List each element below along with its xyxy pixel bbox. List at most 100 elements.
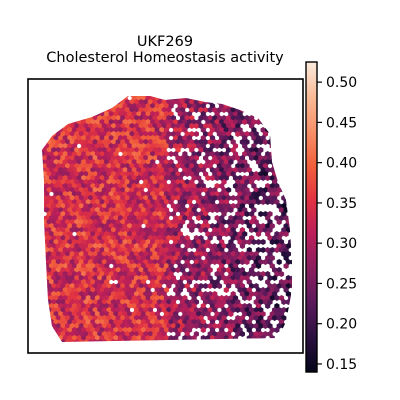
tissue-spot	[104, 287, 110, 293]
tissue-spot	[88, 259, 94, 265]
tissue-spot	[67, 263, 73, 269]
tissue-spot	[216, 283, 222, 289]
tissue-spot	[180, 315, 186, 321]
tissue-spot	[46, 203, 52, 209]
tissue-spot	[99, 311, 105, 317]
tissue-spot	[154, 135, 160, 141]
tissue-spot	[134, 227, 140, 233]
tissue-spot	[65, 275, 71, 281]
tissue-spot	[94, 303, 101, 309]
tissue-spot	[46, 235, 52, 241]
tissue-spot	[42, 319, 45, 325]
tissue-spot	[290, 195, 292, 201]
tissue-spot	[99, 135, 105, 141]
tissue-spot	[242, 199, 248, 205]
tissue-spot	[62, 215, 68, 221]
tissue-spot	[159, 127, 165, 133]
tissue-spot	[203, 251, 209, 257]
tissue-spot	[152, 131, 158, 137]
tissue-spot	[143, 259, 149, 265]
tissue-spot	[129, 179, 135, 185]
tissue-spot	[55, 107, 61, 113]
tissue-spot	[111, 315, 117, 321]
tissue-spot	[138, 203, 144, 209]
tissue-spot	[269, 167, 275, 173]
tissue-spot	[117, 287, 124, 293]
tissue-spot	[228, 215, 234, 221]
tissue-spot	[136, 247, 142, 253]
tissue-spot	[226, 123, 232, 129]
tissue-spot	[235, 131, 241, 137]
tissue-spot	[46, 131, 52, 137]
tissue-spot	[226, 203, 232, 209]
tissue-spot	[269, 263, 275, 269]
tissue-spot	[278, 247, 285, 253]
tissue-spot	[129, 275, 135, 281]
tissue-spot	[207, 275, 213, 281]
tissue-spot	[209, 255, 216, 261]
tissue-spot	[51, 219, 57, 225]
tissue-spot	[207, 123, 213, 129]
tissue-spot	[249, 219, 255, 225]
tissue-spot	[244, 187, 250, 193]
tissue-spot	[101, 251, 107, 257]
tissue-spot	[193, 187, 199, 193]
tissue-spot	[122, 287, 128, 293]
tissue-spot	[237, 215, 243, 221]
tissue-spot	[106, 147, 112, 153]
tissue-spot	[88, 123, 94, 129]
tissue-spot	[230, 227, 236, 233]
tissue-spot	[48, 223, 55, 229]
tissue-spot	[163, 263, 170, 269]
tissue-spot	[228, 207, 234, 213]
tissue-spot	[290, 179, 292, 185]
tissue-spot	[53, 231, 59, 237]
tissue-spot	[60, 139, 66, 145]
tissue-spot	[157, 179, 163, 185]
tissue-spot	[44, 119, 50, 125]
tissue-spot	[173, 167, 179, 173]
tissue-spot	[290, 147, 292, 153]
tissue-spot	[117, 231, 124, 237]
tissue-spot	[101, 187, 107, 193]
tissue-spot	[219, 319, 225, 325]
tissue-spot	[230, 107, 236, 113]
tissue-spot	[115, 195, 121, 201]
tissue-spot	[228, 279, 234, 285]
tissue-spot	[278, 335, 285, 341]
tissue-spot	[124, 235, 130, 241]
tissue-spot	[111, 107, 117, 113]
tissue-spot	[115, 299, 121, 305]
tissue-spot	[140, 303, 147, 309]
tissue-spot	[255, 175, 262, 181]
tissue-spot	[207, 331, 213, 337]
tissue-spot	[127, 279, 133, 285]
tissue-spot	[182, 327, 188, 333]
tissue-spot	[51, 235, 57, 241]
tissue-spot	[221, 203, 227, 209]
tissue-spot	[198, 267, 204, 273]
tissue-spot	[143, 179, 149, 185]
tissue-spot	[244, 323, 250, 329]
tissue-spot	[90, 135, 96, 141]
tissue-spot	[189, 163, 195, 169]
tissue-spot	[60, 155, 66, 161]
tissue-spots	[42, 96, 292, 342]
tissue-spot	[163, 327, 170, 333]
tissue-spot	[255, 263, 262, 269]
tissue-spot	[173, 335, 179, 341]
tissue-spot	[136, 135, 142, 141]
tissue-spot	[265, 183, 271, 189]
tissue-spot	[193, 275, 199, 281]
tissue-spot	[92, 307, 98, 313]
tissue-spot	[145, 96, 151, 101]
tissue-spot	[122, 295, 128, 301]
tissue-spot	[101, 235, 107, 241]
tissue-spot	[186, 271, 193, 277]
tissue-spot	[55, 299, 61, 305]
tissue-spot	[53, 159, 59, 165]
tissue-spot	[106, 155, 112, 161]
tissue-spot	[182, 119, 188, 125]
tissue-spot	[127, 103, 133, 109]
tissue-spot	[90, 263, 96, 269]
